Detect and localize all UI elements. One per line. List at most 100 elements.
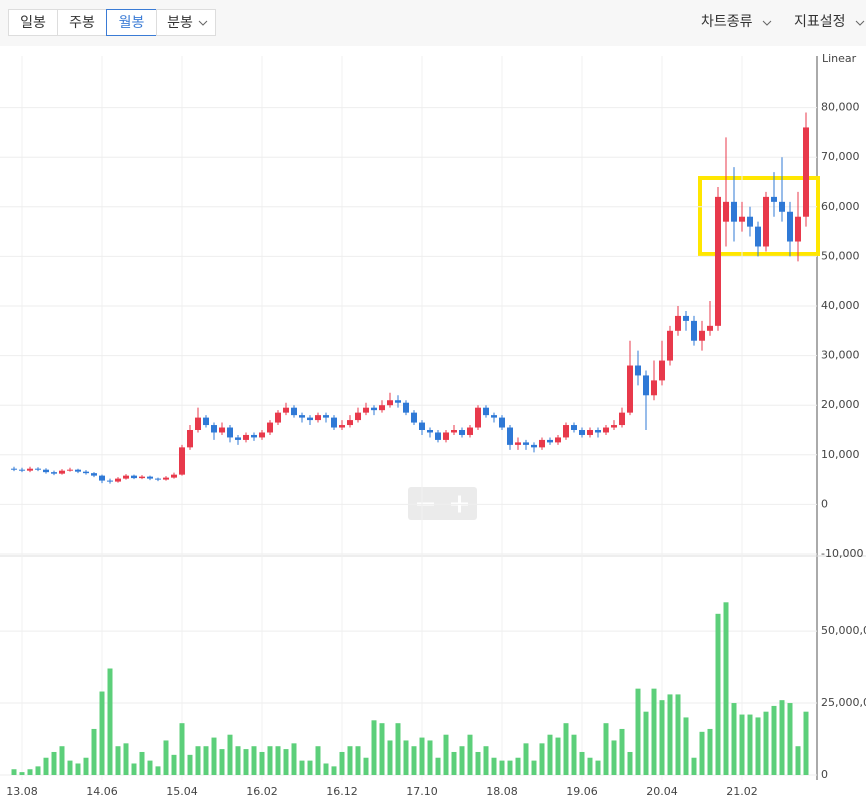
y-tick-label: 10,000 [821, 448, 860, 461]
volume-bar [259, 751, 265, 775]
volume-bar [331, 766, 337, 775]
volume-bar [83, 757, 89, 775]
volume-bar [755, 717, 761, 775]
candle-body [59, 470, 65, 474]
candle-body [203, 417, 209, 426]
volume-bar [163, 740, 169, 775]
volume-bar [443, 734, 449, 775]
candle-body [531, 444, 537, 448]
volume-bar [179, 723, 185, 775]
candle-body [243, 434, 249, 440]
candle-body [595, 430, 601, 433]
candle-body [91, 473, 97, 476]
volume-bar [491, 757, 497, 775]
candle-body [787, 211, 793, 242]
candle-body [211, 425, 217, 433]
candle-body [347, 420, 353, 426]
candle-body [467, 427, 473, 435]
volume-bar [459, 746, 465, 775]
candle-body [27, 468, 33, 471]
candle-body [387, 400, 393, 406]
volume-bar [227, 734, 233, 775]
volume-bar [531, 760, 537, 775]
volume-bar [539, 743, 545, 775]
candle-body [131, 475, 137, 479]
chart-type-menu[interactable]: 차트종류 [701, 14, 753, 30]
candle-body [555, 437, 561, 443]
volume-bar [371, 720, 377, 775]
candle-body [507, 427, 513, 445]
volume-bar [739, 714, 745, 775]
candle-body [707, 325, 713, 331]
candle-body [43, 469, 49, 473]
candle-body [179, 447, 185, 475]
indicator-menu[interactable]: 지표설정 [794, 14, 846, 30]
period-button[interactable]: 일봉 [8, 9, 58, 36]
candle-body [691, 320, 697, 341]
volume-bar [787, 703, 793, 775]
candle-body [731, 201, 737, 222]
y-tick-label: 25,000,000 [821, 696, 866, 709]
y-tick-label: 40,000 [821, 299, 860, 312]
volume-bar [723, 602, 729, 775]
volume-bar [219, 749, 225, 775]
volume-bar [243, 749, 249, 775]
candle-body [107, 480, 113, 482]
volume-bar [43, 757, 49, 775]
x-tick-label: 21.02 [726, 785, 758, 798]
candle-body [547, 439, 553, 443]
volume-bar [763, 711, 769, 775]
volume-bar [507, 760, 513, 775]
candle-body [403, 402, 409, 413]
volume-bar [603, 723, 609, 775]
y-tick-label: -10,000 [821, 547, 863, 560]
volume-bar [107, 668, 113, 775]
candle-body [523, 442, 529, 445]
candle-body [483, 407, 489, 416]
candle-body [339, 425, 345, 428]
y-tick-label: 50,000,000 [821, 624, 866, 637]
candle-body [307, 417, 313, 421]
candle-body [51, 472, 57, 474]
x-tick-label: 16.12 [326, 785, 358, 798]
candle-body [267, 422, 273, 433]
x-tick-label: 20.04 [646, 785, 678, 798]
volume-bar [419, 737, 425, 775]
volume-bar [619, 728, 625, 775]
candle-body [331, 417, 337, 428]
candle-body [771, 196, 777, 202]
candle-body [187, 430, 193, 448]
candle-body [571, 425, 577, 430]
volume-bar [643, 711, 649, 775]
volume-bar [355, 746, 361, 775]
chevrons [198, 20, 865, 26]
scale-label: Linear [822, 52, 857, 65]
volume-bar [659, 700, 665, 775]
volume-bar [339, 751, 345, 775]
candle-body [83, 471, 89, 474]
candle-body [227, 427, 233, 438]
volume-bar [275, 746, 281, 775]
volume-bar [475, 751, 481, 775]
volume-bar [395, 723, 401, 775]
candle-body [755, 226, 761, 247]
volume-bar [267, 746, 273, 775]
volume-bar [59, 746, 65, 775]
volume-bar [75, 763, 81, 775]
candle-body [667, 330, 673, 361]
volume-bar [155, 766, 161, 775]
volume-bar [651, 688, 657, 775]
volume-bar [211, 737, 217, 775]
period-button[interactable]: 월봉 [106, 9, 157, 36]
volume-bar [435, 757, 441, 775]
volume-bar [291, 743, 297, 775]
candle-body [459, 430, 465, 435]
volume-bar [11, 769, 17, 775]
volume-bar [547, 734, 553, 775]
volume-bar [363, 757, 369, 775]
volume-bar [187, 754, 193, 775]
volume-bar [483, 746, 489, 775]
x-tick-label: 19.06 [566, 785, 598, 798]
candle-body [763, 196, 769, 247]
candle-body [539, 439, 545, 448]
